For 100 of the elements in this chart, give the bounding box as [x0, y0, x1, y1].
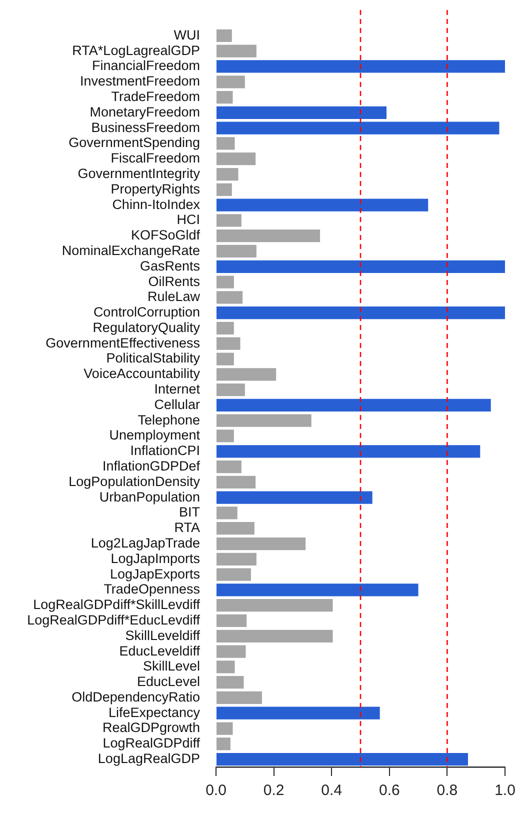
y-tick-label: VoiceAccountability [84, 366, 200, 382]
bar [216, 306, 505, 320]
bar [216, 137, 235, 150]
bar [216, 76, 245, 88]
bar [216, 230, 320, 242]
y-tick-label: LogJapImports [110, 550, 200, 566]
bar [216, 152, 256, 166]
bar [216, 322, 234, 335]
y-tick-label: LogRealGDPdiff*EducLevdiff [27, 612, 200, 628]
bar [216, 630, 333, 642]
y-tick-label: BusinessFreedom [91, 120, 200, 135]
y-tick-label: GovernmentIntegrity [78, 166, 200, 181]
y-tick-label: LogLagRealGDP [98, 751, 200, 766]
bar [216, 660, 235, 674]
bar [216, 122, 500, 134]
y-tick-label: GovernmentSpending [68, 135, 200, 150]
y-tick-label: OilRents [148, 274, 200, 289]
y-tick-label: OldDependencyRatio [72, 689, 200, 704]
bar [216, 706, 380, 720]
y-tick-label: LifeExpectancy [108, 704, 200, 720]
y-tick-label: InflationCPI [130, 443, 200, 458]
x-tick-label: 0.6 [378, 782, 400, 800]
y-tick-label: LogJapExports [110, 566, 200, 582]
bar [216, 460, 242, 474]
bar [216, 352, 234, 366]
y-tick-label: GasRents [140, 258, 200, 274]
bar [216, 445, 480, 458]
bar [216, 491, 372, 504]
bar [216, 599, 333, 612]
bar [216, 291, 243, 304]
y-tick-label: Cellular [154, 396, 200, 412]
y-tick-label: Chinn-ItoIndex [112, 196, 200, 212]
x-tick-label: 1.0 [494, 782, 516, 800]
bar [216, 337, 240, 350]
bar [216, 260, 505, 273]
bar [216, 276, 234, 288]
y-tick-label: TradeFreedom [111, 89, 200, 104]
x-tick-label: 0.8 [436, 782, 458, 800]
y-tick-label: Unemployment [109, 428, 200, 443]
y-tick-label: InvestmentFreedom [80, 74, 200, 89]
bar [216, 430, 234, 442]
x-tick-label: 0.0 [206, 782, 226, 800]
bar [216, 368, 276, 381]
y-tick-label: WUI [174, 27, 200, 42]
bar [216, 398, 491, 412]
y-tick-label: SkillLevel [142, 658, 200, 674]
y-tick-label: GovernmentEffectiveness [46, 335, 200, 350]
bar [216, 645, 246, 658]
bar [216, 614, 247, 628]
bar [216, 738, 230, 750]
bar [216, 214, 242, 227]
y-tick-label: LogRealGDPdiff*SkillLevdiff [33, 597, 200, 612]
y-tick-label: Telephone [138, 412, 200, 428]
y-tick-label: RealGDPgrowth [102, 720, 200, 736]
bar [216, 752, 468, 766]
y-tick-label: RTA*LogLagrealGDP [72, 42, 200, 58]
bar [216, 244, 256, 258]
y-tick-label: FinancialFreedom [92, 58, 200, 74]
bar [216, 168, 238, 181]
bar [216, 676, 244, 689]
bar [216, 537, 306, 550]
y-tick-label: RuleLaw [147, 289, 200, 304]
y-tick-label: PropertyRights [110, 181, 200, 196]
y-tick-label: KOFSoGldf [130, 228, 200, 243]
bar [216, 383, 245, 396]
bar [216, 183, 232, 196]
y-tick-label: EducLevel [136, 674, 200, 690]
bar [216, 552, 256, 566]
bar [216, 522, 254, 535]
y-tick-label: ControlCorruption [93, 304, 200, 320]
y-tick-label: BIT [178, 504, 200, 520]
y-tick-label: EducLeveldiff [119, 643, 200, 658]
y-tick-label: NominalExchangeRate [62, 242, 200, 258]
bar [216, 414, 312, 427]
bar [216, 106, 387, 119]
bar [216, 44, 256, 58]
y-tick-label: Log2LagJapTrade [90, 535, 200, 550]
y-tick-label: FiscalFreedom [110, 150, 200, 166]
y-tick-label: RegulatoryQuality [92, 320, 200, 335]
x-tick-label: 0.4 [321, 782, 342, 800]
bar [216, 568, 251, 581]
x-tick-label: 0.2 [263, 782, 284, 800]
y-tick-label: SkillLeveldiff [125, 628, 200, 643]
y-tick-label: HCI [176, 212, 200, 228]
bar [216, 476, 256, 488]
bar [216, 60, 505, 73]
y-tick-label: LogPopulationDensity [68, 474, 200, 489]
y-tick-label: UrbanPopulation [99, 489, 200, 504]
y-tick-label: RTA [174, 520, 200, 536]
bar [216, 506, 238, 520]
y-tick-label: LogRealGDPdiff [102, 736, 200, 751]
bar [216, 90, 233, 104]
y-tick-label: MonetaryFreedom [90, 104, 200, 120]
bar [216, 691, 262, 704]
y-tick-label: TradeOpenness [104, 582, 200, 597]
bar [216, 29, 232, 42]
y-tick-label: PoliticalStability [106, 350, 200, 366]
y-tick-label: InflationGDPDef [102, 458, 200, 474]
bar [216, 722, 233, 735]
y-tick-label: Internet [154, 382, 200, 397]
